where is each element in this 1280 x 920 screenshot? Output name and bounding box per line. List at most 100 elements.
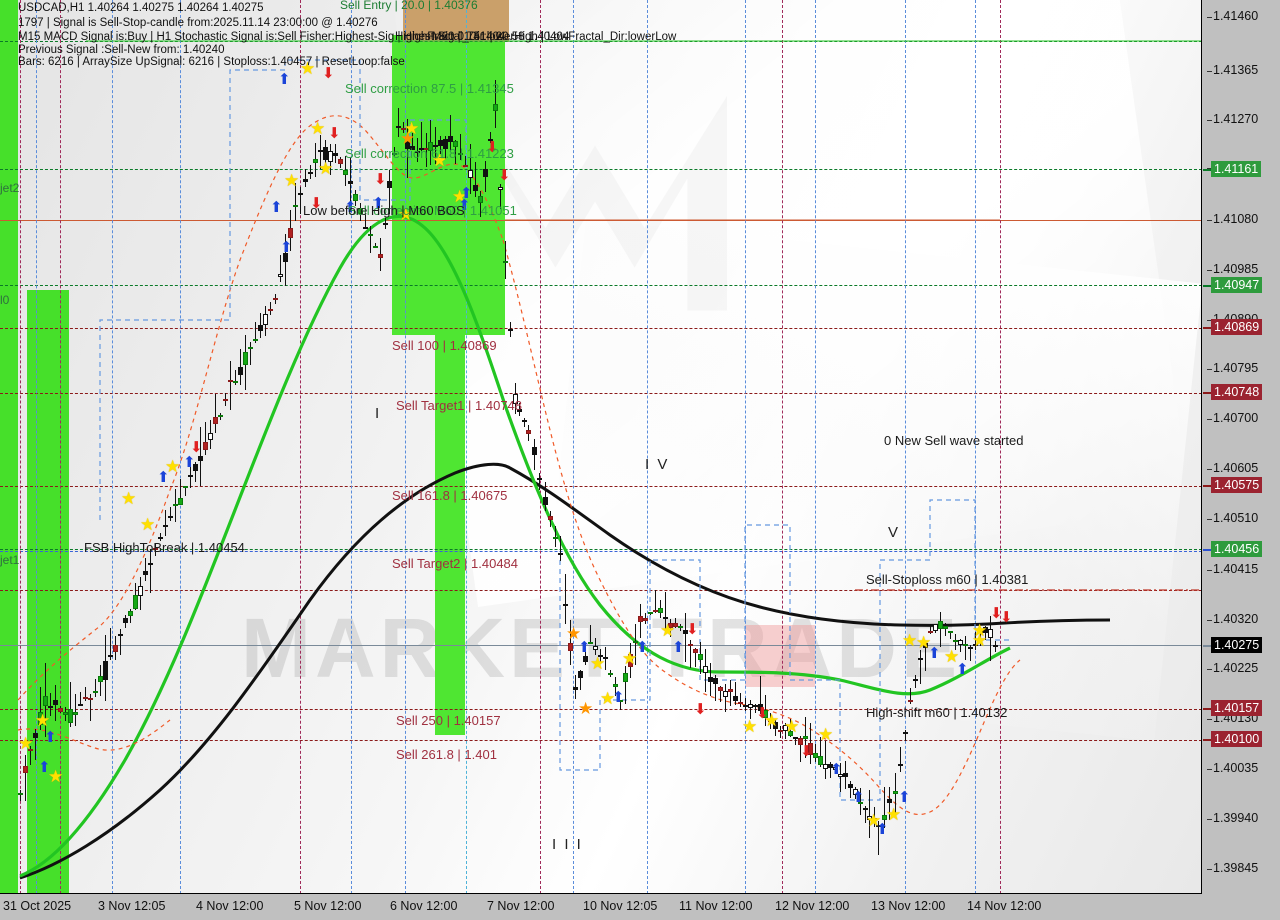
price-badge-connector	[1203, 549, 1211, 551]
candle-body	[758, 704, 763, 711]
candle-body	[953, 640, 958, 642]
candle-body	[93, 691, 98, 693]
candle-body	[663, 617, 668, 619]
price-tick	[1207, 869, 1212, 870]
sell-entry-overlay-label: Sell Entry | 20.0 | 1.40376	[340, 0, 478, 12]
candle-wick	[830, 762, 831, 778]
candle-body	[243, 352, 248, 365]
candle-wick	[665, 592, 666, 633]
candle-wick	[735, 682, 736, 705]
candle-wick	[90, 694, 91, 721]
day-separator-2	[60, 0, 61, 893]
candle-body	[78, 704, 83, 706]
candle-body	[433, 145, 438, 147]
candle-body	[163, 525, 168, 527]
candle-wick	[215, 394, 216, 433]
candle-body	[183, 486, 188, 488]
candle-body	[823, 764, 828, 769]
candle-body	[18, 793, 23, 795]
price-badge-connector	[1203, 327, 1211, 329]
time-tick-label: 6 Nov 12:00	[390, 899, 458, 913]
candle-body	[488, 139, 493, 141]
signal-line-2: M15 MACD Signal is:Buy | H1 Stochastic S…	[18, 31, 677, 43]
candle-body	[983, 627, 988, 633]
candle-body	[28, 749, 33, 751]
candle-wick	[795, 737, 796, 745]
price-tick-label: 1.40700	[1213, 411, 1259, 425]
candle-wick	[820, 737, 821, 767]
candle-wick	[155, 544, 156, 556]
signal-marker-star-icon: ★	[902, 631, 918, 650]
signal-marker-down-icon: ⬇	[310, 195, 323, 212]
candle-wick	[850, 781, 851, 798]
time-scale[interactable]: 31 Oct 2025 3 Nov 12:05 4 Nov 12:00 5 Nov 1…	[0, 895, 1280, 920]
candle-body	[988, 629, 993, 638]
left-label-100: l0	[0, 293, 10, 307]
candle-wick	[255, 322, 256, 343]
candle-body	[678, 626, 683, 628]
price-badge-connector	[1203, 645, 1211, 647]
candle-wick	[945, 623, 946, 636]
candle-body	[363, 227, 368, 229]
candle-body	[88, 698, 93, 700]
price-tick	[1207, 469, 1212, 470]
candle-body	[133, 595, 138, 609]
candle-body	[658, 608, 663, 613]
candle-wick	[655, 590, 656, 613]
signal-marker-up-icon: ⬆	[852, 789, 865, 806]
candle-body	[188, 475, 193, 477]
candle-body	[522, 420, 527, 422]
day-separator-3	[300, 0, 301, 893]
candle-body	[863, 808, 868, 810]
candle-wick	[960, 639, 961, 652]
candle-body	[598, 655, 603, 657]
signal-zone-3	[392, 35, 505, 335]
candle-body	[498, 187, 503, 190]
candle-body	[103, 661, 108, 680]
candle-body	[633, 641, 638, 643]
signal-marker-star-icon: ★	[886, 805, 902, 824]
signal-marker-up-icon: ⬆	[458, 197, 471, 214]
candle-wick	[305, 169, 306, 187]
candle-wick	[524, 418, 525, 427]
time-tick-label: 3 Nov 12:05	[98, 899, 166, 913]
session-sep-3	[180, 0, 181, 893]
candle-body	[603, 657, 608, 659]
candle-wick	[565, 574, 566, 624]
candle-body	[63, 712, 68, 715]
annotation-sell-stoploss-m60: Sell-Stoploss m60 | 1.40381	[866, 572, 1029, 587]
candle-wick	[950, 631, 951, 639]
candle-body	[353, 194, 358, 201]
candle-wick	[80, 692, 81, 705]
candle-body	[728, 689, 733, 692]
time-tick-label: 11 Nov 12:00	[679, 899, 753, 913]
candle-wick	[560, 536, 561, 561]
candle-body	[568, 643, 573, 651]
candle-body	[653, 610, 658, 612]
signal-line-3: Previous Signal :Sell-New from: 1.40240	[18, 44, 225, 56]
candle-body	[401, 128, 406, 130]
signal-marker-up-icon: ⬆	[898, 789, 911, 806]
candle-body	[168, 516, 173, 518]
candle-body	[318, 150, 323, 152]
candle-body	[23, 766, 28, 773]
chart-plot-area[interactable]: MARKET TRADE	[0, 0, 1202, 894]
signal-marker-up-icon: ⬆	[280, 239, 293, 256]
price-tick-label: 1.41270	[1213, 112, 1259, 126]
session-sep-9	[745, 0, 746, 893]
price-scale[interactable]: 1.414601.413651.412701.411751.410801.409…	[1203, 0, 1280, 894]
wave-label-v: V	[888, 524, 901, 541]
candle-wick	[555, 526, 556, 547]
candle-body	[483, 169, 488, 177]
candle-body	[833, 767, 838, 770]
candle-body	[468, 170, 473, 178]
candle-wick	[450, 115, 451, 151]
candle-body	[473, 185, 478, 191]
candle-wick	[389, 170, 390, 214]
candle-wick	[190, 467, 191, 488]
candle-wick	[730, 680, 731, 706]
candle-body	[208, 433, 213, 440]
candle-wick	[280, 255, 281, 282]
candle-body	[233, 381, 238, 383]
candle-wick	[955, 634, 956, 650]
